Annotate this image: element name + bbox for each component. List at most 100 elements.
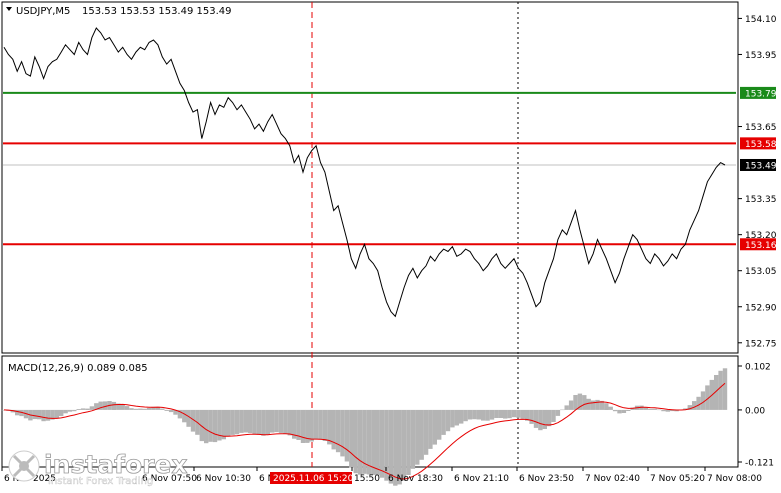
level-tag-0 [740, 86, 776, 99]
macd-bar [467, 409, 473, 420]
time-tick-label: 6 Nov 23:50 [519, 474, 574, 484]
macd-bar [226, 409, 231, 437]
macd-bar [722, 368, 728, 410]
macd-bar [98, 401, 103, 410]
macd-bar [340, 409, 345, 457]
macd-bar [80, 408, 86, 410]
chart-menu-triangle-icon[interactable] [6, 7, 12, 11]
macd-bar [463, 409, 468, 422]
price-tick-label: 153.35 [745, 195, 777, 205]
macd-bar [168, 409, 174, 413]
macd-axis: 0.102 0.00 -0.121 [738, 363, 774, 469]
macd-bar [248, 409, 253, 433]
macd-bar [190, 409, 196, 432]
time-highlight-label: 2025.11.06 15:20 [273, 474, 354, 484]
level-tag-2 [740, 238, 776, 251]
macd-bar [349, 409, 354, 468]
macd-bar [287, 409, 292, 436]
macd-bar [59, 409, 64, 417]
macd-bar [234, 409, 240, 435]
time-tick-label: 15:50 [354, 474, 380, 484]
macd-bar [384, 409, 389, 481]
macd-bar [318, 409, 323, 440]
macd-bar [665, 409, 670, 412]
macd-tick-label: 0.102 [745, 363, 771, 373]
macd-bar [674, 409, 679, 412]
macd-bar [568, 400, 574, 410]
macd-bar [155, 406, 161, 410]
time-tick-label: 6 N [259, 474, 274, 484]
macd-bar [401, 409, 407, 481]
price-pane[interactable] [1, 1, 739, 354]
macd-bar [546, 409, 552, 427]
macd-bar [437, 409, 442, 440]
macd-bar [604, 403, 609, 410]
macd-bar [485, 409, 490, 421]
macd-bar [555, 409, 561, 416]
macd-bar [124, 406, 130, 410]
levels-layer [3, 91, 736, 246]
brand-tagline: Instant Forex Trading [48, 476, 153, 487]
macd-bar [670, 409, 675, 412]
macd-bar [111, 401, 117, 410]
level-tag-1 [740, 137, 776, 150]
macd-bar [322, 409, 328, 441]
macd-bar [595, 399, 600, 410]
macd-bar [102, 401, 108, 410]
logo-ray2-icon [12, 454, 36, 478]
macd-bar [116, 403, 121, 410]
macd-bar [296, 409, 301, 440]
macd-bar [243, 409, 248, 433]
macd-bar [415, 409, 420, 465]
macd-bar [94, 403, 99, 410]
macd-bar [586, 398, 591, 410]
macd-bar [300, 409, 306, 443]
macd-bar [582, 395, 587, 410]
macd-bar [230, 409, 235, 435]
macd-bar [494, 409, 499, 418]
level-tag-label: 153.58 [745, 140, 777, 150]
current-price-tag [740, 158, 776, 171]
macd-bar [138, 408, 143, 410]
macd-bar [366, 409, 372, 475]
macd-bar [388, 409, 394, 484]
macd-bar [252, 409, 257, 435]
time-tick-label: 7 Nov 08:00 [707, 474, 762, 484]
macd-bar [142, 408, 147, 410]
macd-bar [54, 409, 59, 419]
ohlc-values: 153.53 153.53 153.49 153.49 [82, 6, 232, 17]
macd-bar [10, 409, 15, 413]
macd-bar [507, 409, 512, 419]
symbol-timeframe: USDJPY,M5 [16, 6, 70, 17]
macd-bar [221, 409, 226, 440]
macd-bar [432, 409, 437, 445]
price-tick-label: 153.20 [745, 231, 777, 241]
instaforex-watermark: instaforex Instant Forex Trading [8, 450, 188, 487]
macd-bar [305, 409, 310, 443]
macd-bar [459, 409, 464, 424]
macd-bar [573, 395, 578, 410]
current-price-label: 153.49 [745, 161, 777, 171]
macd-bar [208, 409, 213, 442]
macd-bar [423, 409, 429, 455]
macd-title: MACD(12,26,9) 0.089 0.085 [8, 363, 148, 374]
macd-bar [379, 409, 385, 478]
price-tick-label: 152.75 [745, 339, 777, 349]
macd-bar [406, 409, 411, 475]
macd-bar [683, 408, 688, 410]
macd-signal-line [3, 382, 726, 480]
macd-bar [199, 409, 204, 442]
macd-bar [608, 406, 613, 410]
macd-bar [212, 409, 218, 443]
time-tick-label: 6 Nov 21:10 [454, 474, 509, 484]
macd-bar [63, 409, 68, 414]
macd-bar [652, 408, 657, 410]
macd-bar [590, 400, 596, 410]
macd-bar [617, 409, 622, 414]
macd-bar [498, 409, 503, 418]
macd-bar [687, 405, 692, 410]
macd-bar [353, 409, 358, 474]
macd-bar [472, 409, 477, 420]
